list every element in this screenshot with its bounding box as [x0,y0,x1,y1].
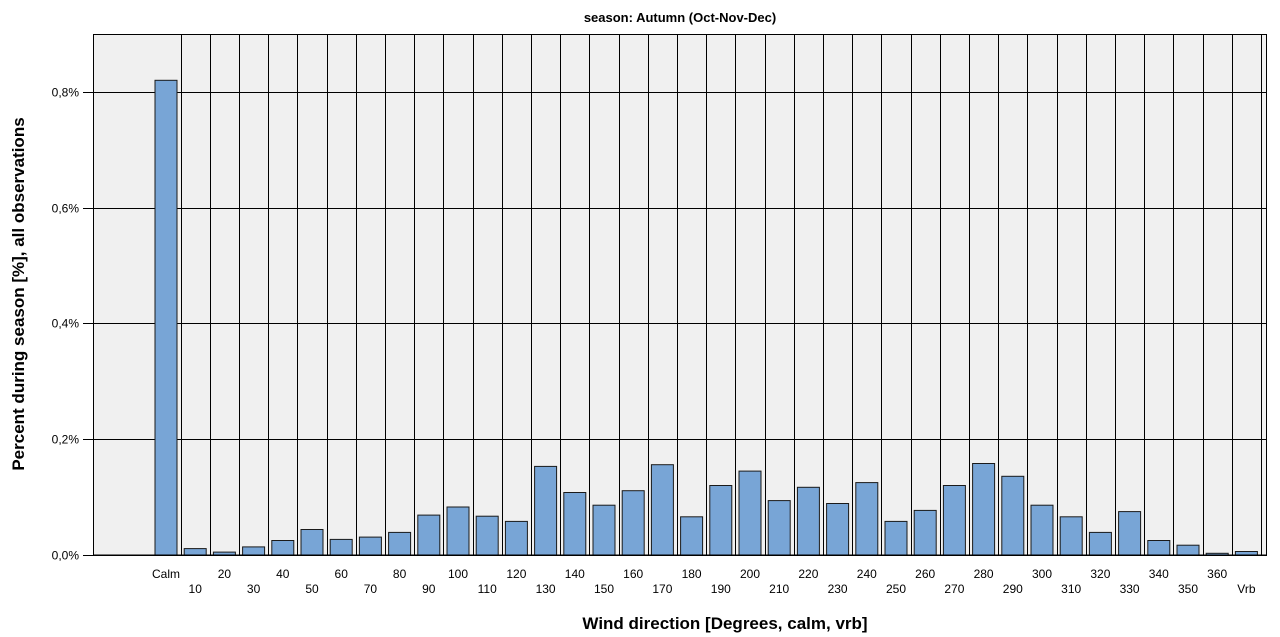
bar [796,486,820,556]
bar [1176,544,1200,556]
y-axis-title: Percent during season [%], all observati… [9,117,28,470]
x-tick-label: 140 [565,567,585,581]
bar [1234,551,1258,556]
x-tick-label: 280 [974,567,994,581]
bar [358,536,382,556]
x-tick-label: 240 [857,567,877,581]
bar [621,490,645,556]
y-tick-label: 0,6% [52,202,80,216]
x-tick-label: 310 [1061,582,1081,596]
x-tick-label: 290 [1003,582,1023,596]
x-tick-label: 360 [1207,567,1227,581]
x-tick-label: 210 [769,582,789,596]
x-tick-label: 120 [506,567,526,581]
x-tick-label: 330 [1120,582,1140,596]
bar [271,540,295,556]
bar [1030,504,1054,556]
chart-title: season: Autumn (Oct-Nov-Dec) [584,10,776,25]
x-tick-label: 340 [1149,567,1169,581]
x-tick-label: 30 [247,582,261,596]
x-tick-label: 180 [682,567,702,581]
bar [417,514,441,556]
x-tick-label: 190 [711,582,731,596]
bar [1088,531,1112,556]
x-tick-label: 110 [478,582,497,596]
x-tick-label: 60 [335,567,349,581]
bar [504,520,528,556]
bar [767,500,791,556]
plot-area [93,34,1267,555]
bar [1118,511,1142,556]
x-tick-label: 10 [189,582,203,596]
bar [183,548,207,556]
bar [388,531,412,556]
x-tick-label: 200 [740,567,760,581]
bar [680,516,704,556]
bar [1147,540,1171,556]
y-tick-labels: 0,0% 0,2% 0,4% 0,6% 0,8% [52,86,80,563]
y-tick-label: 0,8% [52,86,80,100]
x-tick-label: 100 [448,567,468,581]
bar [913,509,937,556]
bar [300,529,324,556]
bar [972,463,996,556]
x-tick-label: 270 [944,582,964,596]
bar [563,492,587,556]
x-tick-label: 320 [1090,567,1110,581]
y-tick-label: 0,0% [52,549,80,563]
x-tick-labels: Calm 10 20 30 40 50 60 70 80 90 100 110 120 130 140 150… [152,567,1256,596]
x-tick-label: 90 [422,582,436,596]
bar [942,485,966,556]
bar [154,79,178,556]
bar [242,546,266,556]
x-tick-label: 130 [536,582,556,596]
x-tick-label: 80 [393,567,407,581]
bar [826,503,850,556]
bar [650,464,674,556]
x-tick-label: 160 [623,567,643,581]
bar [446,506,470,556]
bar [738,470,762,556]
x-tick-label: 20 [218,567,232,581]
x-tick-label: 50 [305,582,319,596]
bar [884,520,908,556]
x-tick-label: 170 [652,582,672,596]
y-tick-label: 0,4% [52,317,80,331]
x-tick-label: 230 [828,582,848,596]
x-tick-label: 150 [594,582,614,596]
x-tick-label: Calm [152,567,180,581]
x-tick-label: 220 [798,567,818,581]
vertical-gridlines [93,34,1267,555]
x-axis-title: Wind direction [Degrees, calm, vrb] [582,614,867,633]
bar [592,504,616,556]
bar [475,515,499,556]
x-tick-label: 300 [1032,567,1052,581]
x-tick-label: 260 [915,567,935,581]
x-tick-label: Vrb [1237,582,1256,596]
bar [329,538,353,556]
bar [1059,516,1083,556]
x-tick-label: 70 [364,582,378,596]
x-tick-label: 40 [276,567,290,581]
x-tick-label: 250 [886,582,906,596]
x-tick-label: 350 [1178,582,1198,596]
bar [1001,475,1025,556]
bar [855,482,879,556]
bar [534,465,558,556]
y-tick-label: 0,2% [52,433,80,447]
bar [709,485,733,556]
